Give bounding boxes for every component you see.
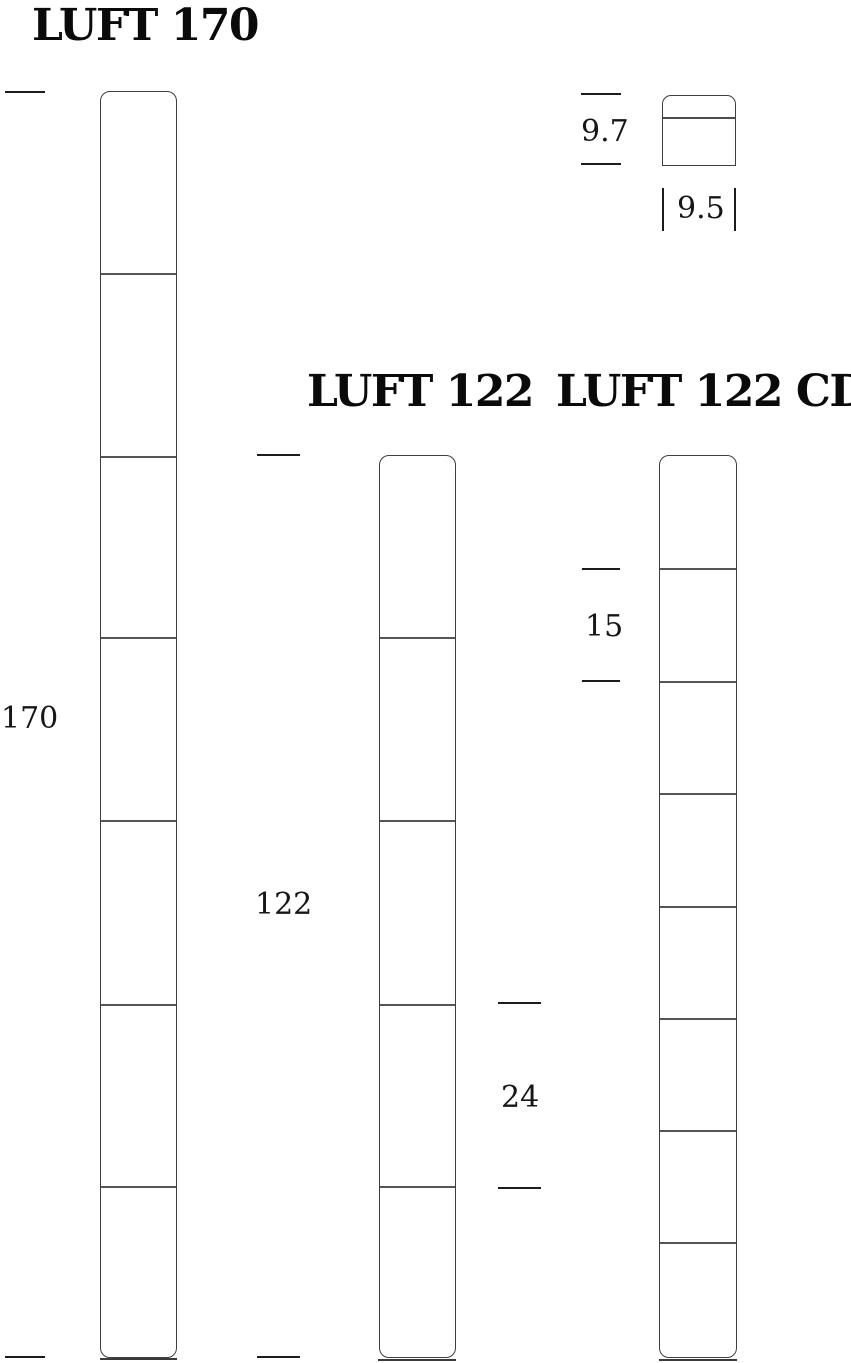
tick-24-bottom — [498, 1187, 541, 1189]
shelf-divider — [660, 1130, 736, 1132]
shelf-divider — [660, 1242, 736, 1244]
dimension-label-9-7: 9.7 — [581, 114, 629, 149]
ground-tick — [659, 1359, 737, 1361]
tick-9-5-right — [734, 188, 736, 231]
shelf-divider — [380, 637, 455, 639]
profile-cap-line — [663, 117, 735, 119]
shelf-divider — [101, 637, 176, 639]
ground-tick — [378, 1359, 456, 1361]
shelf-divider — [101, 1186, 176, 1188]
tick-170-bottom — [5, 1356, 45, 1358]
tick-9-7-bottom — [581, 163, 621, 165]
shelf-divider — [380, 820, 455, 822]
product-title-luft-122: LUFT 122 — [307, 366, 535, 417]
product-title-luft-122-cd: LUFT 122 CD — [556, 366, 851, 417]
shelf-divider — [101, 1004, 176, 1006]
column-luft-122 — [379, 455, 456, 1358]
profile-detail-box — [662, 95, 736, 166]
shelf-divider — [660, 1018, 736, 1020]
shelf-divider — [660, 906, 736, 908]
dimension-label-9-5: 9.5 — [677, 191, 725, 226]
tick-122-bottom — [257, 1356, 300, 1358]
shelf-divider — [101, 456, 176, 458]
tick-9-5-left — [662, 188, 664, 231]
shelf-divider — [660, 568, 736, 570]
dimension-label-15: 15 — [585, 609, 624, 644]
shelf-divider — [660, 793, 736, 795]
tick-15-bottom — [582, 680, 620, 682]
shelf-divider — [101, 273, 176, 275]
shelf-divider — [380, 1186, 455, 1188]
column-luft-170 — [100, 91, 177, 1358]
shelf-divider — [660, 681, 736, 683]
tick-24-top — [498, 1002, 541, 1004]
column-luft-122-cd — [659, 455, 737, 1358]
dimension-label-24: 24 — [501, 1080, 540, 1115]
shelf-divider — [101, 820, 176, 822]
tick-170-top — [5, 91, 45, 93]
ground-tick — [100, 1358, 177, 1360]
dimension-label-122: 122 — [255, 887, 313, 922]
tick-15-top — [582, 568, 620, 570]
dimension-label-170: 170 — [1, 701, 59, 736]
shelf-divider — [380, 1004, 455, 1006]
product-title-luft-170: LUFT 170 — [32, 0, 260, 51]
tick-122-top — [257, 454, 300, 456]
tick-9-7-top — [581, 93, 621, 95]
